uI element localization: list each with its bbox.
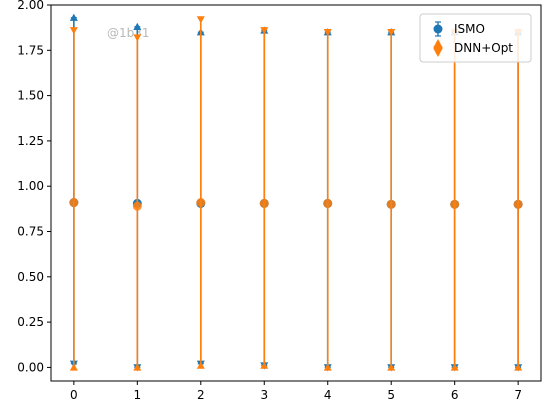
y-axis: 0.00 0.25 0.50 0.75 1.00 1.25 1.50 1.75 2.00 <box>17 0 51 374</box>
x-tick-label: 2 <box>197 388 205 402</box>
legend-swatch-arrow <box>435 51 441 57</box>
upper-limit-marker <box>387 28 396 37</box>
x-tick-label: 0 <box>70 388 78 402</box>
data-point <box>132 201 142 211</box>
upper-limit-marker <box>133 34 142 42</box>
legend-item: ISMO <box>433 21 485 37</box>
y-tick-label: 2.00 <box>17 0 44 12</box>
data-point <box>259 198 269 208</box>
y-tick-label: 0.50 <box>17 270 44 284</box>
lower-limit-marker <box>260 361 269 369</box>
y-tick-label: 0.75 <box>17 225 44 239</box>
data-point <box>386 199 396 209</box>
y-tick-label: 0.25 <box>17 315 44 329</box>
upper-limit-marker <box>323 28 332 37</box>
plot-area <box>50 4 542 382</box>
x-tick-label: 4 <box>324 388 332 402</box>
lower-limit-marker <box>450 363 459 371</box>
upper-limit-marker <box>69 13 78 21</box>
x-tick-label: 7 <box>514 388 522 402</box>
axes-frame <box>50 4 542 382</box>
upper-limit-marker <box>260 27 269 35</box>
legend-swatch-arrow <box>435 39 441 45</box>
data-point <box>196 198 206 208</box>
x-tick-label: 5 <box>387 388 395 402</box>
y-tick-label: 1.75 <box>17 43 44 57</box>
series-layer <box>69 13 523 372</box>
legend-swatch-marker <box>433 24 443 34</box>
lower-limit-marker <box>387 363 396 371</box>
legend-swatch-marker <box>433 43 443 53</box>
y-tick-label: 0.00 <box>17 360 44 374</box>
upper-limit-marker <box>69 27 78 35</box>
y-tick-label: 1.50 <box>17 89 44 103</box>
legend: ISMO DNN+Opt <box>419 13 532 63</box>
data-point <box>513 199 523 209</box>
lower-limit-marker <box>514 363 523 371</box>
x-axis: 0 1 2 3 4 5 6 7 <box>70 381 522 402</box>
legend-item: DNN+Opt <box>433 39 513 57</box>
legend-label: ISMO <box>454 22 485 36</box>
x-tick-label: 1 <box>134 388 142 402</box>
legend-box <box>419 13 532 63</box>
data-point <box>323 198 333 208</box>
y-tick-label: 1.25 <box>17 134 44 148</box>
y-tick-label: 1.00 <box>17 179 44 193</box>
upper-limit-marker <box>133 22 142 30</box>
lower-limit-marker <box>133 363 142 371</box>
data-point <box>450 199 460 209</box>
legend-label: DNN+Opt <box>454 41 513 55</box>
upper-limit-marker <box>196 16 205 24</box>
data-point <box>69 198 79 208</box>
lower-limit-marker <box>196 361 205 369</box>
x-tick-label: 3 <box>260 388 268 402</box>
series-dnn-opt <box>69 16 523 371</box>
lower-limit-marker <box>69 363 78 371</box>
watermark-text: @1b31 <box>107 26 150 40</box>
lower-limit-marker <box>323 363 332 371</box>
x-tick-label: 6 <box>451 388 459 402</box>
